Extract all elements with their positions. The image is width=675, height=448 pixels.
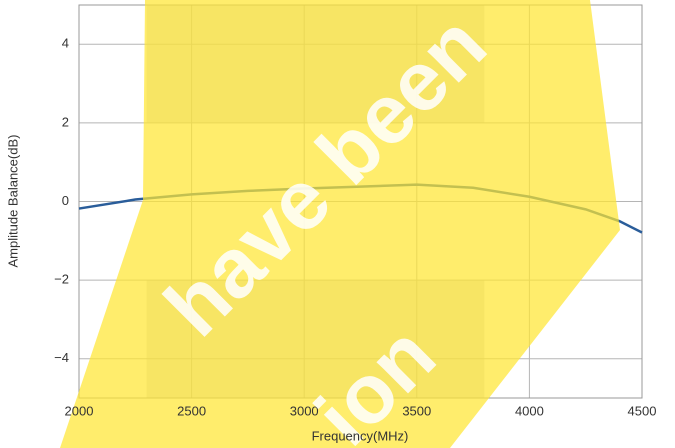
x-tick-label: 3000 (290, 403, 319, 418)
x-tick-label: 2500 (177, 403, 206, 418)
y-tick-label: 2 (62, 114, 69, 129)
watermark-band (60, 0, 620, 448)
x-tick-label: 3500 (402, 403, 431, 418)
x-axis-label: Frequency(MHz) (312, 428, 409, 443)
y-axis-label: Amplitude Balance(dB) (5, 135, 20, 268)
x-tick-label: 4500 (628, 403, 657, 418)
y-tick-label: −4 (54, 350, 69, 365)
x-tick-label: 4000 (515, 403, 544, 418)
y-tick-label: 0 (62, 193, 69, 208)
y-tick-label: −2 (54, 272, 69, 287)
y-tick-label: 4 (62, 36, 69, 51)
x-tick-label: 2000 (65, 403, 94, 418)
